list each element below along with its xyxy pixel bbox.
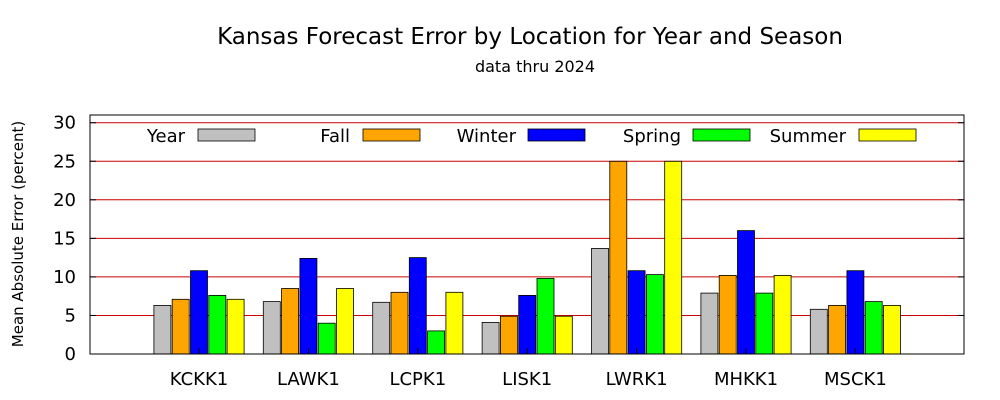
x-tick-label: LCPK1 [389,369,446,390]
bar-spring-lcpk1 [427,330,446,355]
legend-label-winter: Winter [457,126,517,147]
bar-fall-lisk1 [499,315,518,355]
legend-label-fall: Fall [320,126,350,147]
bar-summer-msck1 [883,304,901,355]
bar-year-msck1 [809,308,828,355]
bar-fall-msck1 [828,304,846,355]
bar-fall-kckk1 [171,298,190,355]
bar-winter-lisk1 [518,294,537,355]
bar-spring-msck1 [864,301,883,355]
legend-label-spring: Spring [623,126,681,147]
chart-subtitle: data thru 2024 [475,57,595,76]
legend-swatch-year [197,128,256,142]
y-tick-label: 25 [53,151,76,172]
bar-summer-lwrk1 [664,160,683,355]
bar-year-kckk1 [153,304,172,355]
y-tick-label: 15 [53,228,76,249]
bar-spring-mhkk1 [755,292,774,355]
bar-spring-lisk1 [536,277,555,355]
x-tick-label: LWRK1 [606,369,668,390]
bar-year-lawk1 [262,301,281,355]
bar-year-lisk1 [481,321,500,355]
x-tick-label: LISK1 [502,369,552,390]
bar-year-lwrk1 [591,247,609,355]
bar-winter-lcpk1 [408,257,427,355]
bar-winter-lwrk1 [627,270,646,355]
bars [153,160,901,355]
y-tick-label: 20 [53,190,76,211]
y-axis-label: Mean Absolute Error (percent) [9,121,27,347]
bar-winter-kckk1 [190,270,208,355]
bar-summer-lawk1 [336,288,354,355]
y-tick-label: 30 [53,113,76,134]
bar-fall-lawk1 [281,288,300,355]
legend-swatch-fall [362,128,421,142]
y-axis-ticks: 0 5 10 15 20 25 30 [53,113,964,365]
bar-summer-lcpk1 [445,291,464,355]
legend-label-year: Year [146,126,186,147]
bar-summer-kckk1 [226,298,245,355]
legend-swatch-spring [692,128,751,142]
gridlines [90,122,964,316]
y-tick-label: 0 [65,344,76,365]
bar-fall-lcpk1 [390,291,409,355]
legend: Year Fall Winter Spring Summer [146,126,917,147]
bar-winter-mhkk1 [737,230,755,355]
bar-fall-mhkk1 [718,274,737,355]
x-tick-label: MHKK1 [714,369,778,390]
bar-fall-lwrk1 [609,160,628,355]
chart-title: Kansas Forecast Error by Location for Ye… [217,24,843,50]
legend-swatch-summer [858,128,917,142]
x-tick-label: KCKK1 [170,369,228,390]
bar-spring-lwrk1 [646,274,664,355]
legend-label-summer: Summer [770,126,847,147]
bar-year-lcpk1 [372,301,391,355]
x-tick-label: MSCK1 [824,369,887,390]
bar-summer-lisk1 [554,315,573,355]
legend-swatch-winter [527,128,586,142]
y-tick-label: 5 [65,305,76,326]
bar-winter-lawk1 [299,257,318,355]
bar-year-mhkk1 [700,292,719,355]
bar-summer-mhkk1 [773,274,792,355]
x-tick-label: LAWK1 [277,369,340,390]
bar-spring-lawk1 [317,322,336,355]
x-axis-ticks: KCKK1 LAWK1 LCPK1 LISK1 LWRK1 MHKK1 MSCK1 [170,348,887,390]
bar-spring-kckk1 [208,294,227,355]
bar-winter-msck1 [846,270,865,355]
y-tick-label: 10 [53,267,76,288]
